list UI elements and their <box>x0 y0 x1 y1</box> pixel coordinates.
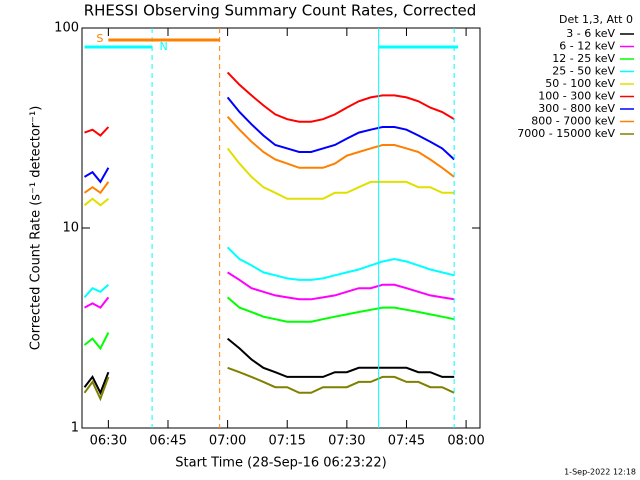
series-line <box>83 366 455 402</box>
legend-label: 300 - 800 keV <box>538 102 615 115</box>
series-line <box>84 71 455 137</box>
series-line <box>83 147 455 207</box>
x-tick-label: 06:30 <box>90 434 127 449</box>
legend-label: 50 - 100 keV <box>545 77 615 90</box>
series-line <box>83 96 455 184</box>
flag-label: N <box>160 40 168 53</box>
x-tick-label: 07:45 <box>388 434 425 449</box>
series-line <box>83 246 455 299</box>
legend-label: 25 - 50 keV <box>552 65 615 78</box>
x-tick-label: 07:30 <box>328 434 365 449</box>
y-tick-label: 10 <box>62 221 79 236</box>
legend-label: 6 - 12 keV <box>559 40 615 53</box>
x-tick-label: 07:15 <box>268 434 305 449</box>
legend-title: Det 1,3, Att 0 <box>559 13 633 26</box>
x-tick-label: 06:45 <box>149 434 186 449</box>
footer: 1-Sep-2022 12:18 <box>564 468 636 477</box>
legend-label: 12 - 25 keV <box>552 52 615 65</box>
chart-title: RHESSI Observing Summary Count Rates, Co… <box>84 2 477 20</box>
legend-label: 800 - 7000 keV <box>531 115 615 128</box>
x-tick-label: 07:00 <box>209 434 246 449</box>
legend-label: 3 - 6 keV <box>566 27 615 40</box>
series-line <box>83 116 455 195</box>
flag-label: S <box>96 32 103 45</box>
plot-frame <box>81 27 481 429</box>
legend-label: 100 - 300 keV <box>538 90 615 103</box>
x-tick-label: 08:00 <box>447 434 484 449</box>
y-axis-label: Corrected Count Rate (s⁻¹ detector⁻¹) <box>29 106 44 351</box>
x-axis-label: Start Time (28-Sep-16 06:23:22) <box>175 456 386 471</box>
series-line <box>83 296 455 351</box>
y-tick-label: 1 <box>71 421 79 436</box>
y-tick-label: 100 <box>54 21 79 36</box>
legend-label: 7000 - 15000 keV <box>517 127 615 140</box>
series-line <box>84 271 455 309</box>
series-line <box>83 337 455 396</box>
